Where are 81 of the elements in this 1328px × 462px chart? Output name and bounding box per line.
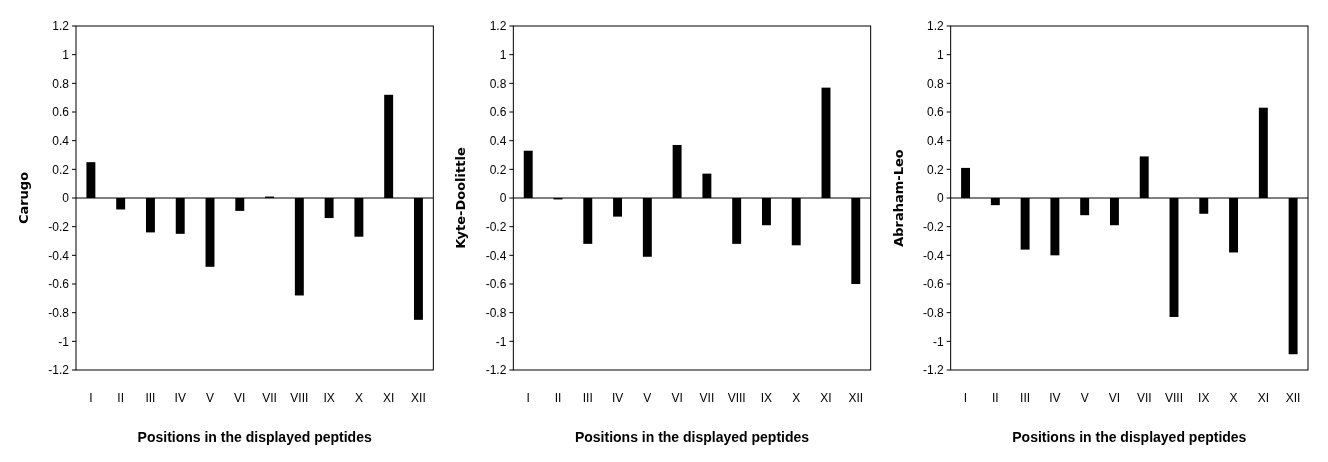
y-tick-label: -1.2 bbox=[485, 363, 507, 378]
x-tick-label: X bbox=[354, 391, 363, 405]
y-tick-label: 1 bbox=[62, 47, 70, 62]
x-tick-label: X bbox=[1229, 391, 1238, 405]
x-tick-label: IV bbox=[174, 391, 186, 405]
x-tick-label: VII bbox=[1136, 391, 1152, 405]
x-tick-label: I bbox=[526, 391, 530, 405]
x-tick-label: V bbox=[205, 391, 215, 405]
x-tick-label: VI bbox=[1108, 391, 1121, 405]
y-tick-label: -1.2 bbox=[922, 363, 944, 378]
y-tick-label: 0 bbox=[499, 191, 507, 206]
x-tick-label: VIII bbox=[727, 391, 746, 405]
x-tick-label: IV bbox=[1049, 391, 1061, 405]
y-tick-label: 0.2 bbox=[52, 162, 70, 177]
x-tick-label: II bbox=[117, 391, 124, 405]
y-tick-label: 0 bbox=[62, 191, 70, 206]
x-tick-label: V bbox=[1080, 391, 1089, 405]
x-tick-label: I bbox=[89, 391, 93, 405]
y-tick-label: 0.4 bbox=[926, 133, 944, 148]
y-tick-label: -0.8 bbox=[485, 305, 507, 320]
y-tick-label: -0.2 bbox=[48, 219, 70, 234]
x-tick-label: II bbox=[992, 391, 999, 405]
x-tick-label: III bbox=[1020, 391, 1031, 405]
x-tick-label: X bbox=[792, 391, 801, 405]
x-tick-label: IX bbox=[323, 391, 335, 405]
y-tick-label: 0.8 bbox=[926, 76, 944, 91]
x-tick-label: VIII bbox=[290, 391, 309, 405]
y-axis-title: Kyte-Doolittle bbox=[453, 147, 469, 249]
x-tick-label: IX bbox=[760, 391, 773, 405]
y-axis-title: Abraham-Leo bbox=[890, 149, 906, 247]
x-tick-label: II bbox=[554, 391, 562, 405]
y-tick-label: 1.2 bbox=[489, 19, 507, 34]
x-tick-label: XI bbox=[382, 391, 395, 405]
y-tick-label: -0.4 bbox=[48, 248, 70, 263]
y-tick-label: 0.8 bbox=[489, 76, 507, 91]
x-tick-label: XII bbox=[411, 391, 426, 405]
y-tick-label: -1 bbox=[58, 334, 70, 349]
y-tick-label: -0.4 bbox=[485, 248, 507, 263]
y-tick-label: -0.6 bbox=[48, 277, 70, 292]
x-tick-label: VIII bbox=[1164, 391, 1184, 405]
y-tick-label: -0.2 bbox=[922, 219, 944, 234]
x-tick-label: VII bbox=[262, 391, 277, 405]
y-tick-label: 0.6 bbox=[926, 105, 944, 120]
x-tick-label: VI bbox=[234, 391, 246, 405]
x-tick-label: III bbox=[582, 391, 593, 405]
y-tick-label: 1.2 bbox=[52, 19, 70, 34]
y-tick-label: 1.2 bbox=[926, 19, 944, 34]
x-tick-label: VII bbox=[699, 391, 715, 405]
y-tick-label: -0.8 bbox=[48, 305, 70, 320]
x-tick-label: VI bbox=[671, 391, 683, 405]
y-tick-label: 0.2 bbox=[926, 162, 944, 177]
y-tick-label: 0.4 bbox=[52, 133, 70, 148]
y-tick-label: 0.6 bbox=[52, 105, 70, 120]
x-axis-title: Positions in the displayed peptides bbox=[574, 429, 810, 445]
x-tick-label: IV bbox=[611, 391, 624, 405]
y-tick-label: -1 bbox=[495, 334, 507, 349]
x-tick-label: I bbox=[963, 391, 968, 405]
y-tick-label: 0.6 bbox=[489, 105, 507, 120]
y-tick-label: 0.4 bbox=[489, 133, 507, 148]
x-tick-label: IX bbox=[1198, 391, 1210, 405]
y-tick-label: 1 bbox=[499, 47, 507, 62]
x-tick-label: XII bbox=[848, 391, 864, 405]
y-axis-title: Carugo bbox=[16, 171, 31, 225]
y-tick-label: -0.6 bbox=[485, 277, 507, 292]
y-tick-label: -1.2 bbox=[48, 363, 70, 378]
y-tick-label: -0.4 bbox=[922, 248, 944, 263]
x-axis-title: Positions in the displayed peptides bbox=[1012, 429, 1247, 445]
x-tick-label: XII bbox=[1285, 391, 1301, 405]
y-tick-label: 1 bbox=[936, 47, 944, 62]
y-tick-label: -1 bbox=[932, 334, 944, 349]
x-tick-label: V bbox=[643, 391, 652, 405]
x-tick-label: XI bbox=[820, 391, 832, 405]
x-tick-label: III bbox=[145, 391, 156, 405]
y-tick-label: 0.2 bbox=[489, 162, 507, 177]
x-axis-title: Positions in the displayed peptides bbox=[137, 429, 372, 445]
y-tick-label: 0.8 bbox=[52, 76, 70, 91]
y-tick-label: -0.2 bbox=[485, 219, 507, 234]
y-tick-label: -0.8 bbox=[922, 305, 944, 320]
y-tick-label: 0 bbox=[936, 191, 944, 206]
x-tick-label: XI bbox=[1257, 391, 1270, 405]
y-tick-label: -0.6 bbox=[922, 277, 944, 292]
